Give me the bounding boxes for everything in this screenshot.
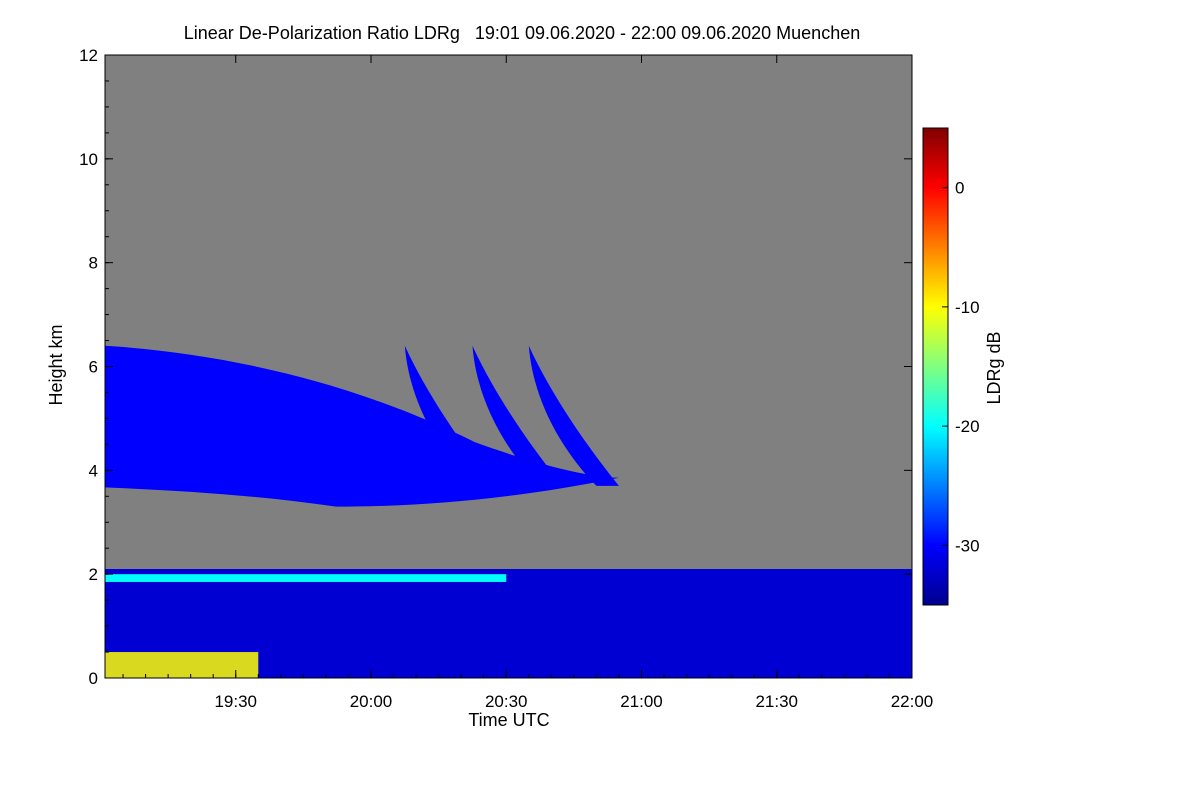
y-tick-label: 10 xyxy=(79,150,98,169)
y-tick-label: 8 xyxy=(89,254,98,273)
colorbar-label: LDRg dB xyxy=(984,331,1004,404)
colorbar-tick-label: -20 xyxy=(955,417,980,436)
colorbar-tick-label: 0 xyxy=(955,179,964,198)
y-axis-ticks: 0 2 4 6 8 10 12 xyxy=(79,46,912,688)
y-axis-label: Height km xyxy=(46,324,66,405)
heatmap-region-boundary-layer-top xyxy=(105,574,507,582)
heatmap-region-thin-streaks xyxy=(404,345,619,486)
colorbar-tick-label: -30 xyxy=(955,536,980,555)
x-tick-label: 20:30 xyxy=(485,692,528,711)
x-tick-label: 21:30 xyxy=(755,692,798,711)
colorbar-tick-label: -10 xyxy=(955,298,980,317)
heatmap-region-boundary-layer-aerosol xyxy=(105,568,912,678)
x-tick-label: 20:00 xyxy=(350,692,393,711)
heatmap-region-near-ground-depolarization xyxy=(105,652,259,678)
x-tick-label: 19:30 xyxy=(214,692,257,711)
y-tick-label: 2 xyxy=(89,565,98,584)
chart-title: Linear De-Polarization Ratio LDRg 19:01 … xyxy=(184,23,860,43)
y-tick-label: 12 xyxy=(79,46,98,65)
colorbar-ticks: 0 -10 -20 -30 xyxy=(942,179,980,555)
x-axis-label: Time UTC xyxy=(468,710,549,730)
x-tick-label: 22:00 xyxy=(891,692,934,711)
heatmap-region-ash-layer xyxy=(105,345,619,507)
y-tick-label: 0 xyxy=(89,669,98,688)
heatmap-features xyxy=(105,345,912,678)
x-axis-ticks: 19:30 20:00 20:30 21:00 21:30 22:00 xyxy=(122,55,934,711)
y-tick-label: 6 xyxy=(89,358,98,377)
x-tick-label: 21:00 xyxy=(620,692,663,711)
colorbar xyxy=(922,127,949,606)
y-tick-label: 4 xyxy=(89,461,98,480)
